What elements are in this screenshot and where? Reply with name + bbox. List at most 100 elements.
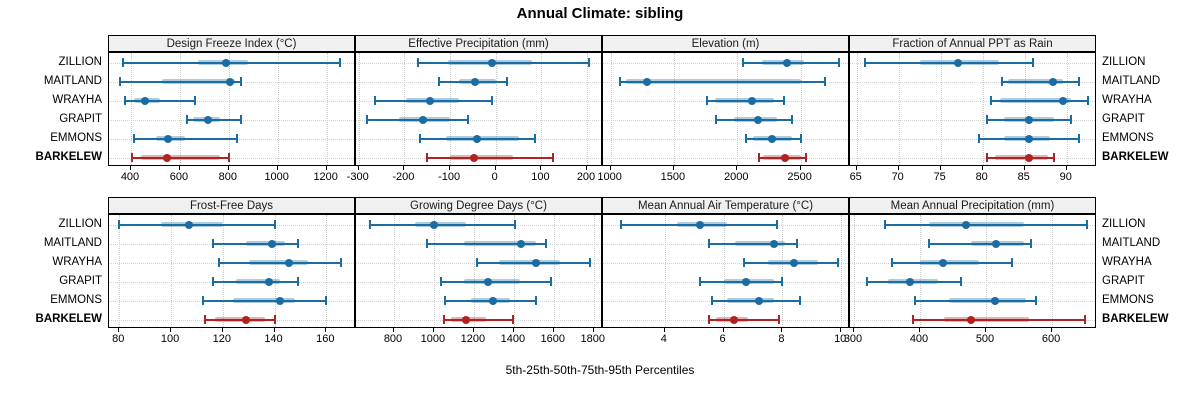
x-tick-label: 800: [383, 333, 403, 345]
whisker-cap: [588, 258, 591, 267]
percentile-5-95-line: [865, 61, 1034, 64]
panel-header: Frost-Free Days: [108, 197, 355, 214]
axis-tick: [1051, 328, 1053, 332]
x-tick-label: 600: [169, 171, 189, 183]
whisker-cap: [1053, 153, 1056, 162]
whisker-cap: [990, 96, 993, 105]
whisker-cap: [745, 134, 748, 143]
whisker-cap: [707, 239, 710, 248]
whisker-cap: [805, 153, 808, 162]
row-label-left: WRAYHA: [52, 93, 102, 106]
percentile-5-95-line: [743, 61, 839, 64]
axis-tick: [663, 328, 665, 332]
row-label-left: GRAPIT: [59, 274, 102, 287]
whisker-cap: [714, 115, 717, 124]
whisker-cap: [960, 277, 962, 286]
gridline-vertical: [473, 215, 475, 327]
panel-title: Mean Annual Air Temperature (°C): [637, 199, 814, 212]
axis-tick: [325, 166, 327, 170]
whisker-cap: [373, 96, 376, 105]
whisker-cap: [533, 134, 536, 143]
median-dot: [284, 258, 293, 267]
x-tick-label: 1000: [264, 171, 289, 183]
median-dot: [162, 153, 171, 162]
whisker-cap: [227, 153, 230, 162]
gridline-vertical: [673, 53, 675, 165]
median-dot: [1049, 77, 1058, 86]
whisker-cap: [240, 115, 243, 124]
gridline-vertical: [1024, 53, 1026, 165]
panel-plot: [849, 214, 1096, 328]
whisker-cap: [551, 153, 554, 162]
axis-tick: [985, 328, 986, 332]
percentile-5-95-line: [122, 61, 341, 64]
percentile-5-95-line: [700, 280, 783, 283]
percentile-5-95-line: [203, 299, 327, 302]
percentile-5-95-line: [124, 99, 195, 102]
panel-title: Mean Annual Precipitation (mm): [890, 199, 1055, 212]
whisker-cap: [549, 277, 552, 286]
whisker-cap: [296, 239, 299, 248]
x-tick-label: 400: [120, 171, 140, 183]
whisker-cap: [132, 134, 135, 143]
x-tick-label: 120: [212, 333, 231, 345]
gridline-horizontal: [109, 157, 354, 159]
whisker-cap: [742, 58, 744, 67]
gridline-vertical: [940, 53, 942, 165]
median-dot: [265, 277, 274, 286]
panel-header: Design Freeze Index (°C): [108, 35, 355, 52]
row-label-left: ZILLION: [58, 217, 102, 230]
gridline-horizontal: [850, 119, 1095, 121]
row-label-left: MAITLAND: [43, 236, 102, 249]
gridline-vertical: [228, 53, 230, 165]
whisker-cap: [467, 115, 470, 124]
x-tick-label: 80: [112, 333, 125, 345]
row-label-left: BARKELEW: [35, 312, 102, 325]
gridline-horizontal: [850, 81, 1095, 83]
percentile-5-95-line: [133, 137, 238, 140]
median-dot: [642, 77, 651, 86]
whisker-cap: [884, 220, 886, 229]
gridline-horizontal: [603, 138, 848, 140]
gridline-horizontal: [850, 157, 1095, 159]
row-label-left: EMMONS: [50, 293, 102, 306]
median-dot: [906, 277, 915, 286]
x-tick-label: 1000: [597, 171, 622, 183]
median-dot: [991, 296, 1000, 305]
panel-header: Elevation (m): [602, 35, 849, 52]
row-label-right: WRAYHA: [1102, 93, 1152, 106]
row-label-right: BARKELEW: [1102, 150, 1169, 163]
median-dot: [992, 239, 1000, 248]
whisker-cap: [927, 239, 930, 248]
median-dot: [425, 96, 434, 105]
whisker-cap: [439, 277, 442, 286]
median-dot: [471, 77, 480, 86]
median-dot: [267, 239, 276, 248]
whisker-cap: [240, 77, 243, 86]
whisker-cap: [442, 315, 445, 324]
gridline-vertical: [326, 215, 328, 327]
gridline-vertical: [131, 53, 132, 165]
row-label-right: GRAPIT: [1102, 274, 1145, 287]
percentile-5-95-line: [914, 299, 1036, 302]
row-label-right: MAITLAND: [1102, 236, 1161, 249]
whisker-cap: [211, 277, 214, 286]
whisker-cap: [131, 153, 134, 162]
whisker-cap: [1032, 58, 1035, 67]
gridline-vertical: [495, 53, 497, 165]
panel-plot: [355, 52, 602, 166]
x-tick-label: 70: [891, 171, 904, 183]
whisker-cap: [1001, 77, 1004, 86]
gridline-vertical: [920, 215, 921, 327]
whisker-cap: [544, 239, 547, 248]
row-label-right: WRAYHA: [1102, 255, 1152, 268]
whisker-cap: [1086, 96, 1089, 105]
row-label-right: EMMONS: [1102, 293, 1154, 306]
x-tick-label: 1800: [580, 333, 606, 345]
axis-tick: [722, 328, 724, 332]
panel-title: Elevation (m): [691, 37, 760, 50]
whisker-cap: [121, 58, 124, 67]
axis-tick: [855, 166, 857, 170]
percentile-5-95-line: [119, 223, 275, 226]
axis-tick: [781, 328, 783, 332]
